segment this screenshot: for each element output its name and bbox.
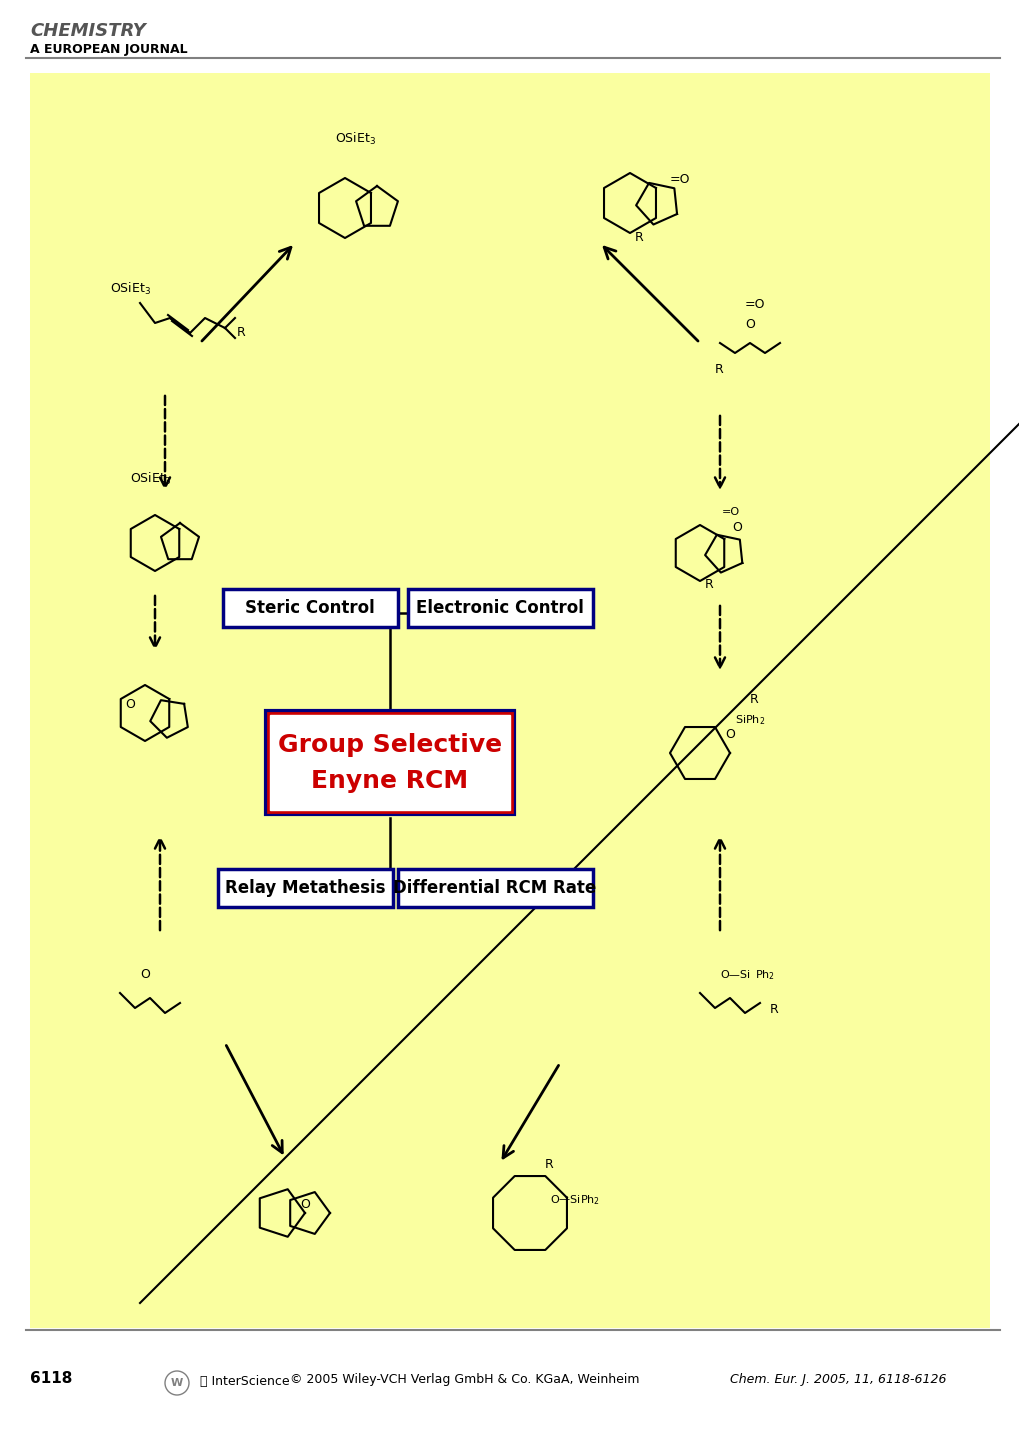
Text: O: O — [725, 729, 734, 742]
Text: © 2005 Wiley-VCH Verlag GmbH & Co. KGaA, Weinheim: © 2005 Wiley-VCH Verlag GmbH & Co. KGaA,… — [289, 1372, 639, 1385]
Text: OSiEt$_3$: OSiEt$_3$ — [110, 281, 151, 297]
Text: R: R — [749, 693, 758, 706]
Text: O: O — [744, 317, 754, 330]
Text: =O: =O — [669, 173, 690, 186]
Text: 6118: 6118 — [30, 1371, 72, 1385]
Text: SiPh$_2$: SiPh$_2$ — [735, 713, 764, 727]
FancyBboxPatch shape — [223, 589, 397, 628]
FancyBboxPatch shape — [408, 589, 592, 628]
Text: O: O — [732, 521, 741, 534]
Text: =O: =O — [721, 506, 740, 517]
Text: R: R — [544, 1157, 553, 1172]
Bar — [30, 74, 989, 1328]
Text: O: O — [125, 698, 135, 711]
Text: W: W — [171, 1378, 183, 1388]
Text: Differential RCM Rate: Differential RCM Rate — [393, 879, 596, 898]
Text: Electronic Control: Electronic Control — [416, 599, 583, 618]
Text: Ph$_2$: Ph$_2$ — [754, 968, 774, 981]
Text: Chem. Eur. J. 2005, 11, 6118-6126: Chem. Eur. J. 2005, 11, 6118-6126 — [730, 1372, 946, 1385]
Text: =O: =O — [744, 299, 764, 312]
Text: Steric Control: Steric Control — [245, 599, 375, 618]
FancyBboxPatch shape — [270, 714, 510, 810]
Text: O: O — [140, 968, 150, 981]
FancyBboxPatch shape — [218, 869, 392, 908]
Text: CHEMISTRY: CHEMISTRY — [30, 22, 146, 40]
Text: Relay Metathesis: Relay Metathesis — [224, 879, 385, 898]
Text: R: R — [236, 326, 246, 339]
Text: O: O — [300, 1198, 310, 1211]
Text: R: R — [769, 1003, 777, 1016]
FancyBboxPatch shape — [266, 711, 514, 814]
Text: Enyne RCM: Enyne RCM — [311, 769, 468, 794]
Circle shape — [165, 1371, 189, 1395]
Text: OSiEt$_3$: OSiEt$_3$ — [334, 131, 376, 147]
FancyBboxPatch shape — [397, 869, 592, 908]
Text: OSiEt$_3$: OSiEt$_3$ — [129, 470, 171, 488]
Text: R: R — [635, 231, 643, 244]
Bar — [0, 0, 1019, 110]
Text: Group Selective: Group Selective — [277, 733, 501, 758]
Text: A EUROPEAN JOURNAL: A EUROPEAN JOURNAL — [30, 43, 187, 56]
Bar — [0, 1328, 1019, 1443]
Text: O—Si: O—Si — [719, 970, 749, 980]
FancyBboxPatch shape — [268, 713, 512, 812]
Text: O—SiPh$_2$: O—SiPh$_2$ — [549, 1193, 599, 1206]
Text: R: R — [704, 579, 713, 592]
Text: 🔬 InterScience: 🔬 InterScience — [200, 1375, 289, 1388]
Text: R: R — [714, 364, 723, 377]
